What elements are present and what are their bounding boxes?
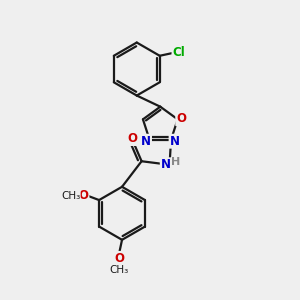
Text: O: O — [176, 112, 186, 125]
Text: H: H — [171, 158, 181, 167]
Text: CH₃: CH₃ — [61, 190, 80, 201]
Text: N: N — [141, 135, 151, 148]
Text: Cl: Cl — [172, 46, 185, 59]
Text: O: O — [128, 132, 138, 145]
Text: O: O — [79, 189, 88, 202]
Text: N: N — [161, 158, 171, 171]
Text: O: O — [114, 252, 124, 265]
Text: N: N — [169, 135, 180, 148]
Text: CH₃: CH₃ — [110, 265, 129, 275]
